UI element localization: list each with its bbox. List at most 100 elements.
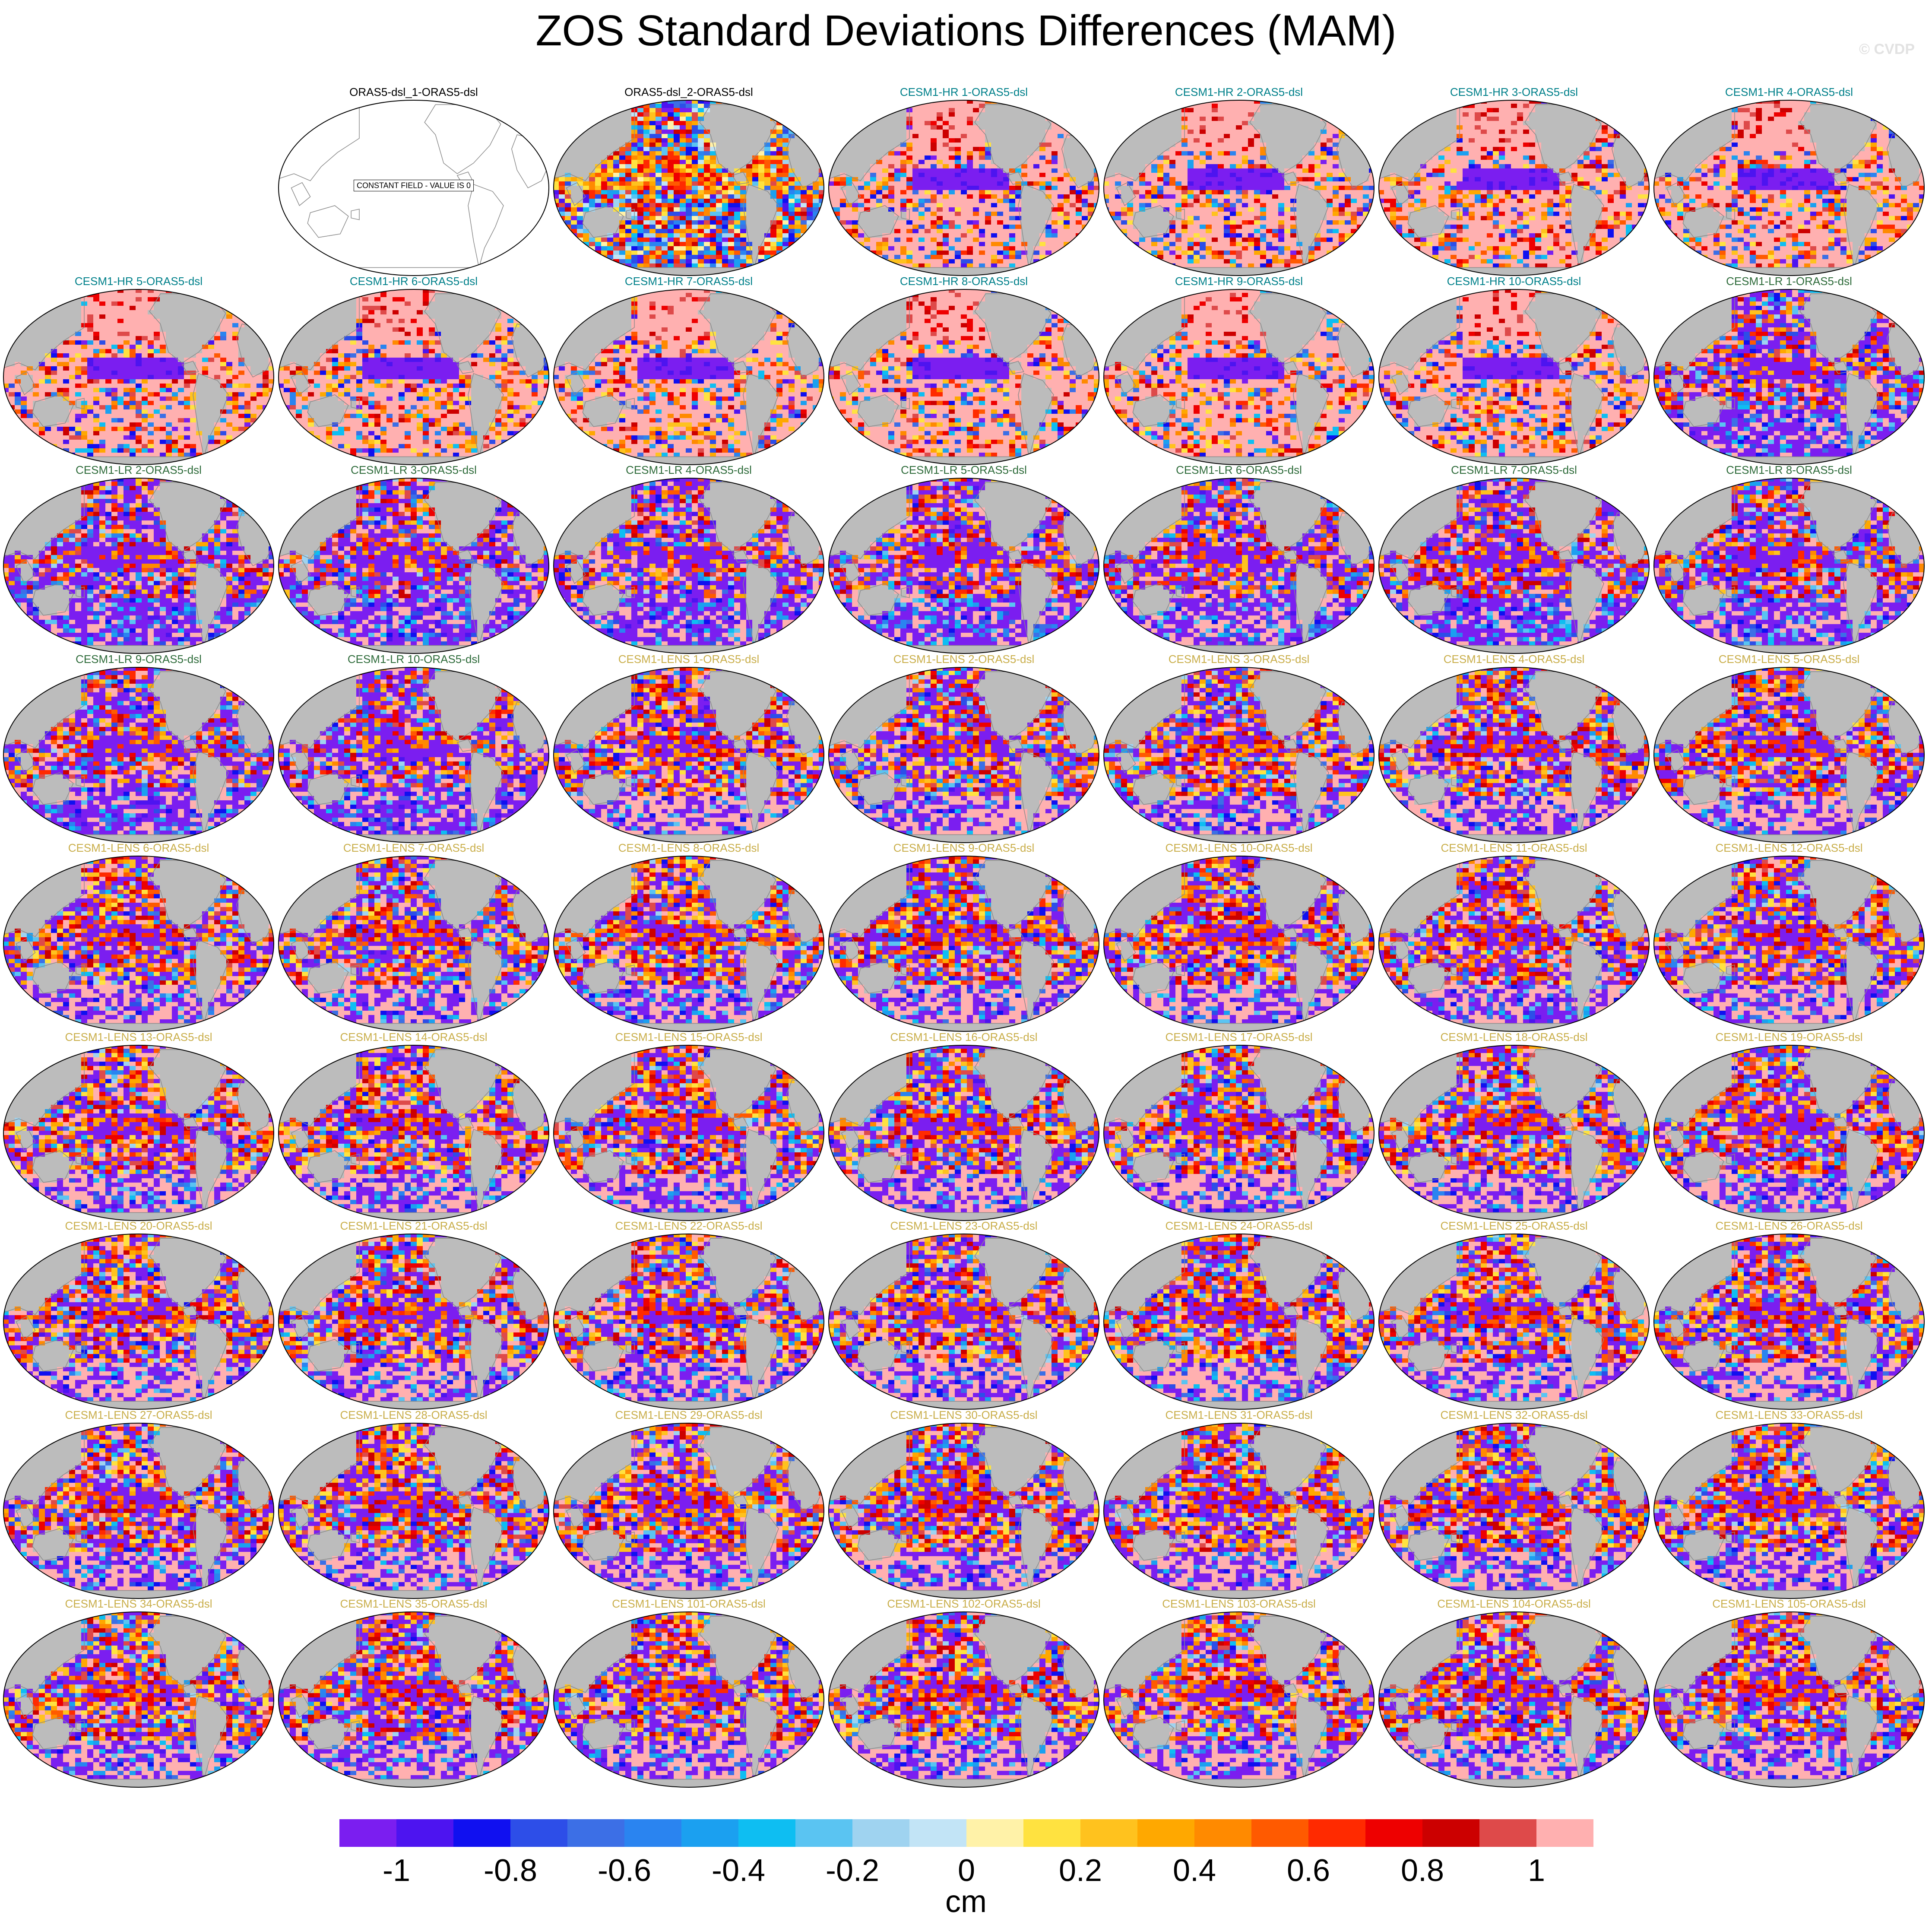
world-map (828, 1611, 1100, 1788)
map-panel: CESM1-LR 3-ORAS5-dsl (278, 463, 550, 654)
world-map (278, 477, 550, 654)
map-panel: CESM1-LENS 8-ORAS5-dsl (553, 841, 825, 1032)
colorbar-tick-label: -0.8 (484, 1853, 537, 1888)
world-map (3, 477, 275, 654)
world-map (828, 289, 1100, 466)
world-map (1378, 666, 1650, 844)
panel-title: CESM1-LENS 33-ORAS5-dsl (1653, 1408, 1925, 1422)
colorbar (339, 1819, 1593, 1847)
world-map (278, 289, 550, 466)
map-panel: CESM1-LENS 27-ORAS5-dsl (3, 1408, 275, 1599)
world-map (828, 1422, 1100, 1599)
panel-title: CESM1-HR 9-ORAS5-dsl (1103, 275, 1375, 288)
panel-title: CESM1-LENS 30-ORAS5-dsl (828, 1408, 1100, 1422)
world-map (278, 1044, 550, 1221)
map-panel: CESM1-LENS 1-ORAS5-dsl (553, 653, 825, 844)
map-panel: CESM1-LENS 30-ORAS5-dsl (828, 1408, 1100, 1599)
map-panel: CESM1-LENS 15-ORAS5-dsl (553, 1031, 825, 1221)
panel-title: CESM1-LENS 17-ORAS5-dsl (1103, 1031, 1375, 1044)
world-map (1653, 855, 1925, 1032)
world-map (1378, 289, 1650, 466)
map-panel: ORAS5-dsl_1-ORAS5-dsl CONSTANT FIELD - VA… (278, 86, 550, 276)
map-panel: CESM1-LENS 2-ORAS5-dsl (828, 653, 1100, 844)
world-map (1378, 1044, 1650, 1221)
map-panel: CESM1-LENS 6-ORAS5-dsl (3, 841, 275, 1032)
map-panel: CESM1-LENS 32-ORAS5-dsl (1378, 1408, 1650, 1599)
world-map (1103, 855, 1375, 1032)
map-panel: CESM1-HR 5-ORAS5-dsl (3, 275, 275, 466)
world-map (553, 289, 825, 466)
panel-title: CESM1-LENS 32-ORAS5-dsl (1378, 1408, 1650, 1422)
panel-title: CESM1-LENS 9-ORAS5-dsl (828, 841, 1100, 855)
colorbar-tick-label: 1 (1528, 1853, 1545, 1888)
world-map (1653, 477, 1925, 654)
panel-title: CESM1-LENS 18-ORAS5-dsl (1378, 1031, 1650, 1044)
colorbar-tick-label: 0.8 (1401, 1853, 1444, 1888)
map-panel: CESM1-HR 8-ORAS5-dsl (828, 275, 1100, 466)
map-panel: ORAS5-dsl_2-ORAS5-dsl (553, 86, 825, 276)
world-map (3, 1233, 275, 1410)
map-panel: CESM1-LENS 18-ORAS5-dsl (1378, 1031, 1650, 1221)
world-map (828, 99, 1100, 276)
world-map (1653, 1611, 1925, 1788)
world-map (828, 855, 1100, 1032)
panel-title: CESM1-LR 10-ORAS5-dsl (278, 653, 550, 666)
map-panel: CESM1-LENS 9-ORAS5-dsl (828, 841, 1100, 1032)
map-panel: CESM1-LENS 24-ORAS5-dsl (1103, 1219, 1375, 1410)
map-panel: CESM1-LR 6-ORAS5-dsl (1103, 463, 1375, 654)
colorbar-swatch (1251, 1819, 1309, 1847)
map-panel: CESM1-LENS 29-ORAS5-dsl (553, 1408, 825, 1599)
panel-title: CESM1-HR 2-ORAS5-dsl (1103, 86, 1375, 99)
map-panel: CESM1-HR 7-ORAS5-dsl (553, 275, 825, 466)
map-panel: CESM1-HR 10-ORAS5-dsl (1378, 275, 1650, 466)
map-panel: CESM1-LR 10-ORAS5-dsl (278, 653, 550, 844)
panel-title: CESM1-LENS 34-ORAS5-dsl (3, 1597, 275, 1611)
constant-field-label: CONSTANT FIELD - VALUE IS 0 (357, 181, 471, 190)
world-map (1378, 99, 1650, 276)
world-map (1103, 666, 1375, 844)
world-map (1653, 1044, 1925, 1221)
map-panel: CESM1-LENS 12-ORAS5-dsl (1653, 841, 1925, 1032)
world-map (553, 1044, 825, 1221)
map-panel: CESM1-LENS 34-ORAS5-dsl (3, 1597, 275, 1788)
world-map (828, 666, 1100, 844)
colorbar-swatch (339, 1819, 397, 1847)
map-panel: CESM1-LENS 20-ORAS5-dsl (3, 1219, 275, 1410)
panel-title: CESM1-LENS 104-ORAS5-dsl (1378, 1597, 1650, 1611)
panel-title: CESM1-LENS 6-ORAS5-dsl (3, 841, 275, 855)
map-panel: CESM1-LENS 31-ORAS5-dsl (1103, 1408, 1375, 1599)
world-map (3, 1422, 275, 1599)
world-map (1653, 1422, 1925, 1599)
colorbar-swatch (453, 1819, 511, 1847)
world-map (1103, 1422, 1375, 1599)
world-map (1653, 1233, 1925, 1410)
colorbar-swatch (681, 1819, 739, 1847)
colorbar-swatch (567, 1819, 625, 1847)
panel-title: CESM1-LENS 13-ORAS5-dsl (3, 1031, 275, 1044)
colorbar-swatch (738, 1819, 796, 1847)
world-map (553, 477, 825, 654)
world-map (1378, 1233, 1650, 1410)
world-map (553, 666, 825, 844)
panel-title: CESM1-LENS 12-ORAS5-dsl (1653, 841, 1925, 855)
world-map (278, 855, 550, 1032)
world-map (828, 1233, 1100, 1410)
panel-title: CESM1-LENS 16-ORAS5-dsl (828, 1031, 1100, 1044)
map-panel: CESM1-HR 1-ORAS5-dsl (828, 86, 1100, 276)
colorbar-swatch (624, 1819, 682, 1847)
panel-title: CESM1-LENS 27-ORAS5-dsl (3, 1408, 275, 1422)
map-panel: CESM1-LENS 102-ORAS5-dsl (828, 1597, 1100, 1788)
panel-title: CESM1-LR 3-ORAS5-dsl (278, 463, 550, 477)
map-panel: CESM1-LENS 3-ORAS5-dsl (1103, 653, 1375, 844)
map-panel: CESM1-HR 3-ORAS5-dsl (1378, 86, 1650, 276)
colorbar-tick-label: 0 (958, 1853, 975, 1888)
map-panel: CESM1-LENS 5-ORAS5-dsl (1653, 653, 1925, 844)
world-map (1378, 1422, 1650, 1599)
world-map (1103, 1611, 1375, 1788)
world-map (1103, 1233, 1375, 1410)
world-map (278, 666, 550, 844)
map-panel: CESM1-LENS 105-ORAS5-dsl (1653, 1597, 1925, 1788)
colorbar-swatch (396, 1819, 454, 1847)
panel-title: ORAS5-dsl_1-ORAS5-dsl (278, 86, 550, 99)
